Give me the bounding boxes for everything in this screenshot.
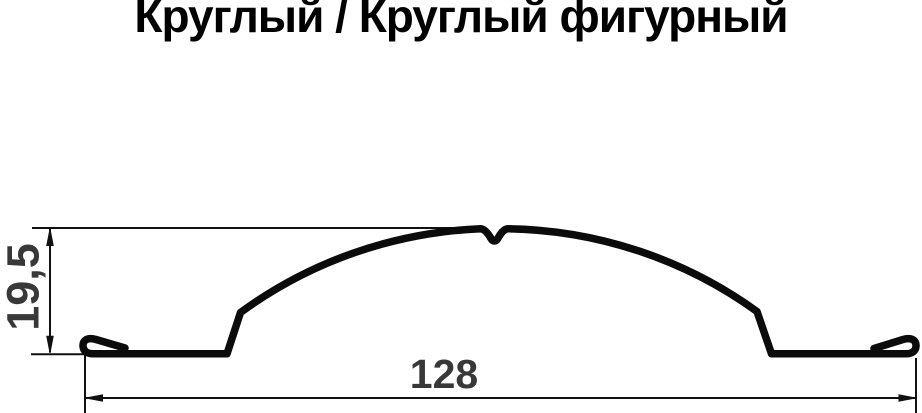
width-dimension-label: 128: [409, 351, 479, 397]
page-title: Круглый / Круглый фигурный: [134, 0, 788, 42]
profile-outline: [79, 224, 920, 358]
width-dimension-line: [85, 394, 916, 402]
width-arrow-left-icon: [85, 394, 103, 402]
reference-lines: [31, 227, 917, 413]
height-dimension-label: 19,5: [0, 243, 49, 331]
height-arrow-down-icon: [46, 335, 54, 353]
width-arrow-right-icon: [898, 394, 916, 402]
height-dimension-line: [46, 228, 54, 353]
height-arrow-up-icon: [46, 228, 54, 246]
